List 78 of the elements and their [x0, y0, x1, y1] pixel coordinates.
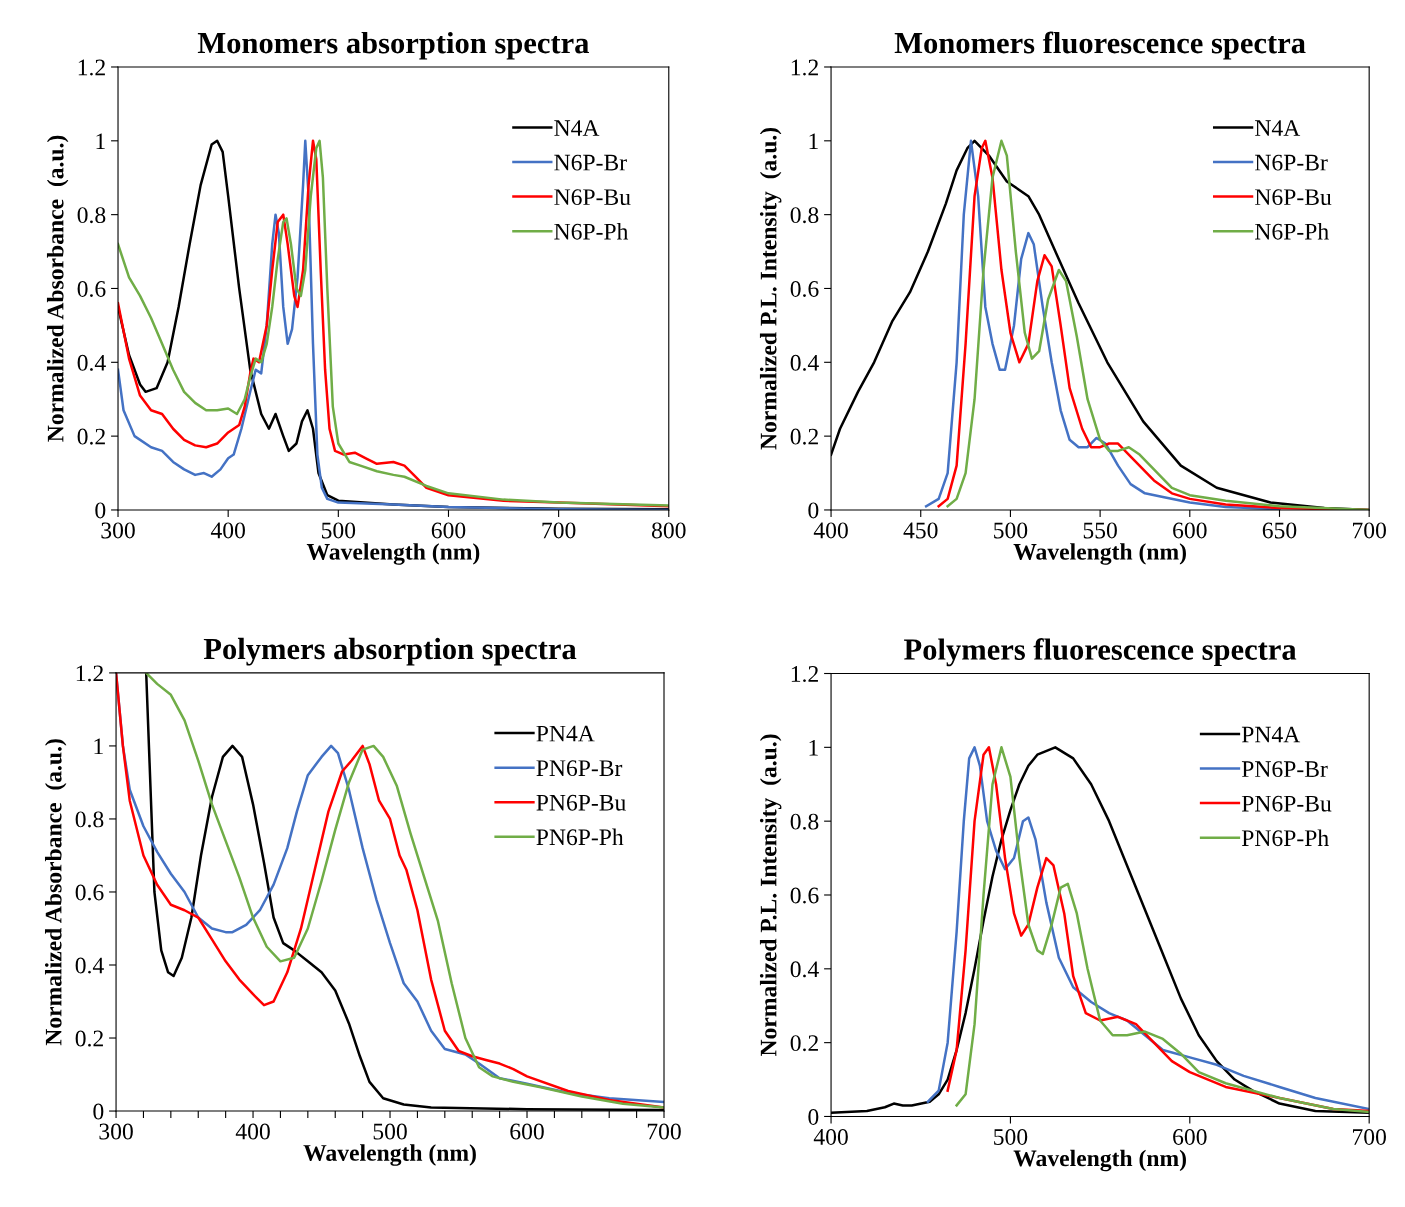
x-tick-label: 600 — [1173, 522, 1207, 539]
legend-label: N4A — [554, 120, 600, 136]
x-axis-title: Wavelength (nm) — [1013, 1149, 1186, 1172]
x-tick-label: 600 — [431, 522, 466, 539]
x-tick-label: 450 — [903, 522, 938, 539]
y-tick-label: 0.2 — [790, 428, 818, 445]
y-tick-label: 0.2 — [790, 1035, 818, 1052]
y-tick-label: 1.2 — [791, 666, 818, 683]
x-tick-label: 300 — [99, 1123, 133, 1140]
y-tick-label: 0 — [808, 502, 819, 519]
x-tick-label: 400 — [210, 522, 245, 539]
x-tick-label: 500 — [994, 1128, 1028, 1145]
x-tick-label: 700 — [1353, 1128, 1386, 1145]
x-tick-label: 600 — [1173, 1128, 1207, 1145]
x-axis-title: Wavelength (nm) — [303, 1144, 476, 1166]
y-tick-label: 1.2 — [791, 59, 818, 76]
y-tick-label: 0 — [95, 502, 106, 519]
y-tick-label: 0.2 — [75, 1030, 103, 1047]
x-axis-title: Wavelength (nm) — [1013, 543, 1186, 565]
legend-label: PN6P-Ph — [536, 828, 624, 846]
y-tick-label: 0.4 — [75, 957, 104, 974]
y-tick-label: 0.4 — [790, 961, 819, 978]
x-tick-label: 300 — [101, 522, 135, 539]
chart-title: Polymers absorption spectra — [203, 637, 577, 666]
y-axis-title: Normalized P.L. Intensity (a.u.) — [759, 734, 782, 1057]
legend-label: N6P-Br — [554, 154, 627, 171]
y-tick-label: 0.8 — [75, 811, 104, 828]
y-tick-label: 1 — [94, 738, 103, 755]
x-tick-label: 800 — [651, 522, 686, 539]
y-tick-label: 0.2 — [77, 428, 105, 445]
chart-title: Polymers fluorescence spectra — [904, 638, 1297, 667]
legend-label: PN6P-Br — [536, 760, 623, 777]
x-tick-label: 500 — [321, 522, 356, 539]
x-tick-label: 400 — [813, 522, 848, 539]
x-tick-label: 500 — [994, 522, 1028, 539]
y-tick-label: 0.6 — [77, 280, 106, 297]
x-tick-label: 650 — [1262, 522, 1297, 539]
x-tick-label: 700 — [542, 522, 576, 539]
y-tick-label: 1 — [96, 133, 105, 150]
y-tick-label: 0 — [808, 1108, 819, 1125]
legend-label: N4A — [1255, 120, 1301, 136]
y-tick-label: 0.6 — [790, 887, 819, 904]
x-tick-label: 600 — [510, 1123, 544, 1140]
chart-title: Monomers absorption spectra — [197, 31, 589, 60]
y-tick-label: 1.2 — [78, 59, 105, 76]
x-tick-label: 700 — [1353, 522, 1386, 539]
legend-label: PN6P-Ph — [1241, 829, 1329, 847]
y-tick-label: 0.8 — [77, 207, 106, 224]
y-tick-label: 0.4 — [77, 354, 106, 371]
legend-label: PN4A — [1241, 726, 1301, 743]
y-tick-label: 0.8 — [790, 813, 819, 830]
x-tick-label: 400 — [813, 1128, 848, 1145]
y-tick-label: 1 — [809, 133, 818, 150]
legend-label: N6P-Ph — [554, 223, 629, 240]
y-tick-label: 1.2 — [76, 665, 103, 682]
legend-label: PN6P-Bu — [1241, 795, 1332, 812]
y-tick-label: 1 — [809, 739, 818, 756]
y-tick-label: 0.8 — [790, 207, 819, 224]
legend-label: N6P-Br — [1255, 154, 1328, 171]
y-axis-title: Normalized P.L. Intensity (a.u.) — [759, 127, 782, 450]
x-tick-label: 400 — [235, 1123, 270, 1140]
y-tick-label: 0.6 — [790, 280, 819, 297]
x-tick-label: 500 — [373, 1123, 407, 1140]
x-tick-label: 550 — [1083, 522, 1117, 539]
legend-label: PN6P-Br — [1241, 761, 1328, 778]
y-tick-label: 0.6 — [75, 884, 104, 901]
y-tick-label: 0 — [93, 1103, 104, 1120]
legend-label: PN4A — [536, 725, 595, 742]
legend-label: N6P-Bu — [554, 189, 631, 206]
y-axis-title: Normalized Absorbance (a.u.) — [46, 135, 69, 442]
legend-label: N6P-Ph — [1255, 223, 1329, 240]
chart-title: Monomers fluorescence spectra — [894, 31, 1306, 60]
legend-label: N6P-Bu — [1255, 189, 1332, 206]
x-axis-title: Wavelength (nm) — [306, 543, 480, 565]
y-axis-title: Normalized Absorbance (a.u.) — [44, 739, 67, 1046]
y-tick-label: 0.4 — [790, 354, 819, 371]
legend-label: PN6P-Bu — [536, 794, 626, 811]
x-tick-label: 700 — [647, 1123, 681, 1140]
